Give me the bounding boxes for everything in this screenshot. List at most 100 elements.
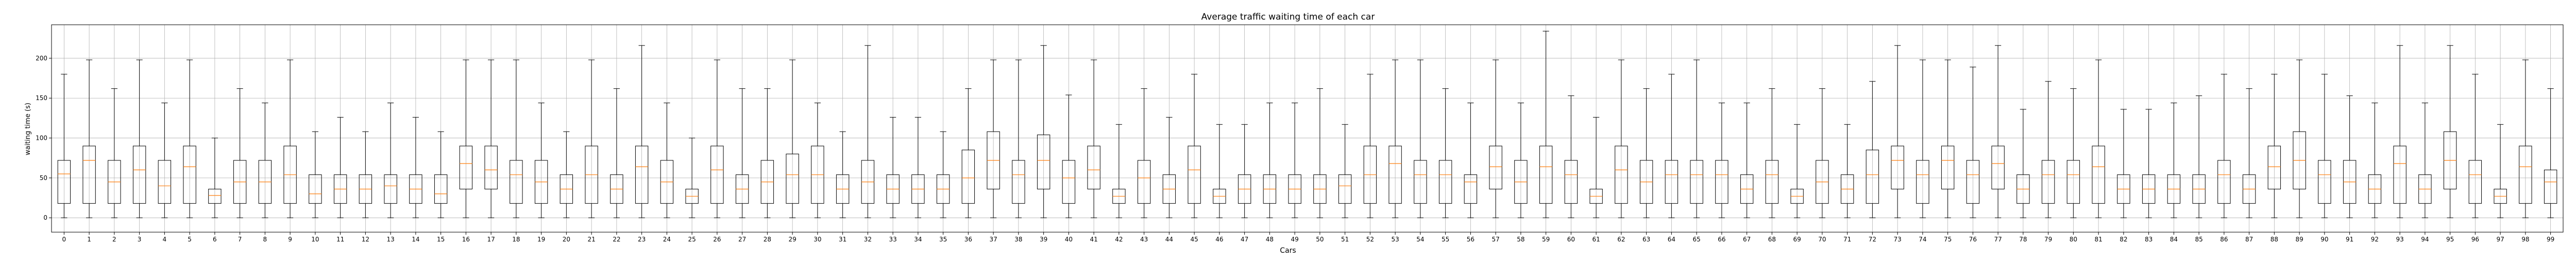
x-tick-label: 30 (814, 236, 821, 243)
box-24 (660, 103, 674, 218)
x-tick-label: 90 (2320, 236, 2328, 243)
box-70 (1816, 88, 1829, 218)
box-iqr (510, 160, 523, 204)
box-iqr (710, 145, 724, 204)
box-10 (309, 131, 322, 218)
x-tick-label: 31 (839, 236, 846, 243)
box-64 (1665, 74, 1679, 218)
box-81 (2092, 59, 2105, 218)
x-tick-label: 21 (587, 236, 595, 243)
x-tick-label: 16 (462, 236, 470, 243)
box-59 (1539, 30, 1553, 218)
box-iqr (158, 160, 172, 204)
box-13 (384, 103, 397, 218)
x-tick-label: 92 (2371, 236, 2379, 243)
box-31 (836, 131, 850, 218)
x-tick-label: 44 (1165, 236, 1173, 243)
x-tick-label: 35 (939, 236, 947, 243)
x-tick-label: 67 (1743, 236, 1751, 243)
box-3 (132, 59, 146, 218)
box-51 (1338, 124, 1352, 218)
box-iqr (1338, 174, 1352, 204)
box-41 (1087, 59, 1100, 218)
box-84 (2167, 103, 2181, 218)
x-tick-label: 94 (2421, 236, 2429, 243)
box-21 (585, 59, 598, 218)
box-4 (158, 103, 172, 218)
y-tick-label: 150 (36, 94, 47, 102)
box-iqr (1137, 160, 1151, 204)
x-tick-label: 65 (1692, 236, 1700, 243)
box-48 (1263, 103, 1277, 218)
box-iqr (2041, 160, 2055, 204)
x-tick-label: 71 (1843, 236, 1851, 243)
x-tick-label: 40 (1065, 236, 1073, 243)
box-74 (1916, 59, 1929, 218)
box-28 (760, 88, 774, 218)
x-tick-label: 89 (2295, 236, 2303, 243)
box-35 (936, 131, 950, 218)
box-layer (57, 30, 2557, 218)
box-34 (911, 117, 925, 218)
y-tick-label: 200 (36, 55, 47, 62)
box-iqr (208, 189, 222, 204)
y-tick-label: 100 (36, 135, 47, 142)
x-tick-label: 96 (2471, 236, 2479, 243)
x-tick-label: 43 (1140, 236, 1148, 243)
box-78 (2016, 109, 2030, 218)
box-61 (1589, 117, 1603, 218)
box-iqr (2393, 145, 2406, 204)
box-9 (283, 59, 297, 218)
box-50 (1313, 88, 1327, 218)
x-tick-label: 0 (62, 236, 66, 243)
x-tick-label: 68 (1768, 236, 1776, 243)
x-tick-label: 19 (537, 236, 545, 243)
x-tick-label: 27 (738, 236, 746, 243)
box-iqr (1615, 145, 1628, 204)
x-tick-label: 41 (1090, 236, 1097, 243)
x-tick-label: 34 (914, 236, 922, 243)
box-iqr (434, 174, 448, 204)
box-93 (2393, 45, 2406, 218)
box-iqr (1062, 160, 1076, 204)
box-53 (1388, 59, 1402, 218)
x-tick-label: 7 (238, 236, 242, 243)
box-iqr (1087, 145, 1100, 190)
box-iqr (309, 174, 322, 204)
box-8 (258, 103, 272, 218)
x-tick-label: 81 (2094, 236, 2102, 243)
x-tick-label: 85 (2195, 236, 2202, 243)
y-tick-label: 50 (40, 174, 47, 182)
box-96 (2468, 74, 2482, 218)
box-7 (233, 88, 247, 218)
box-iqr (786, 153, 799, 204)
x-tick-label: 72 (1869, 236, 1876, 243)
x-tick-label: 74 (1919, 236, 1926, 243)
x-tick-label: 88 (2270, 236, 2278, 243)
box-54 (1414, 59, 1427, 218)
box-iqr (1665, 160, 1679, 204)
x-tick-label: 28 (764, 236, 771, 243)
x-tick-label: 15 (437, 236, 445, 243)
y-axis-label: waiting time (s) (24, 103, 32, 155)
box-29 (786, 59, 799, 218)
box-55 (1438, 88, 1452, 218)
x-tick-label: 12 (362, 236, 369, 243)
box-33 (886, 117, 900, 218)
box-63 (1639, 88, 1653, 218)
x-tick-label: 29 (788, 236, 796, 243)
box-66 (1715, 103, 1728, 218)
box-iqr (1866, 150, 1879, 204)
x-tick-label: 3 (138, 236, 142, 243)
x-tick-label: 73 (1893, 236, 1901, 243)
x-tick-label: 57 (1492, 236, 1499, 243)
x-tick-label: 78 (2019, 236, 2027, 243)
box-iqr (2468, 160, 2482, 204)
box-68 (1765, 88, 1779, 218)
box-56 (1464, 103, 1478, 218)
box-46 (1213, 124, 1226, 218)
x-tick-label: 5 (188, 236, 192, 243)
box-iqr (1037, 134, 1050, 190)
x-tick-label: 46 (1215, 236, 1223, 243)
